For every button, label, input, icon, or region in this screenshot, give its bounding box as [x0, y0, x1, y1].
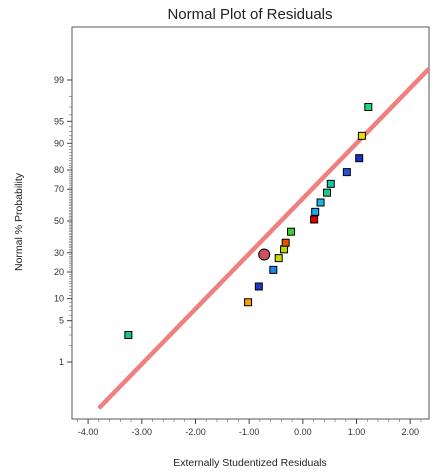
y-tick-label: 99 — [54, 75, 64, 85]
data-point[interactable] — [254, 282, 263, 291]
plot-area-frame — [71, 26, 430, 420]
data-point[interactable] — [287, 227, 296, 236]
y-tick-label: 95 — [54, 116, 64, 126]
x-tick-label: -1.00 — [239, 427, 260, 437]
y-tick-label: 1 — [59, 357, 64, 367]
x-axis: -4.00 -3.00 -2.00 -1.00 0.00 1.00 2.00 — [77, 419, 422, 437]
data-point[interactable] — [274, 254, 283, 263]
data-point[interactable] — [244, 298, 253, 307]
y-tick-label: 80 — [54, 165, 64, 175]
y-tick-label: 10 — [54, 294, 64, 304]
x-tick-label: -2.00 — [185, 427, 206, 437]
y-axis-label: Normal % Probability — [13, 172, 25, 271]
y-tick-label: 5 — [59, 316, 64, 326]
x-tick-label: -4.00 — [78, 427, 99, 437]
x-tick-label: 0.00 — [294, 427, 312, 437]
y-tick-label: 90 — [54, 138, 64, 148]
data-point[interactable] — [364, 103, 373, 112]
highlighted-point[interactable] — [258, 248, 271, 261]
data-point[interactable] — [355, 154, 364, 163]
y-axis: 1 5 10 20 30 50 70 80 90 95 99 — [54, 75, 72, 367]
data-point[interactable] — [316, 198, 325, 207]
data-point[interactable] — [342, 168, 351, 177]
data-point[interactable] — [311, 207, 320, 216]
chart-title: Normal Plot of Residuals — [167, 6, 332, 23]
x-tick-label: 1.00 — [348, 427, 366, 437]
data-point[interactable] — [124, 330, 133, 339]
data-point[interactable] — [323, 188, 331, 197]
x-tick-label: -3.00 — [132, 427, 153, 437]
data-points — [124, 103, 373, 339]
x-axis-label: Externally Studentized Residuals — [173, 457, 327, 469]
y-tick-label: 70 — [54, 184, 64, 194]
data-point[interactable] — [269, 265, 278, 274]
data-point[interactable] — [280, 245, 289, 254]
y-tick-label: 20 — [54, 267, 64, 277]
fit-line — [97, 67, 429, 410]
data-point[interactable] — [281, 238, 290, 247]
x-tick-label: 2.00 — [401, 427, 419, 437]
data-point[interactable] — [310, 215, 319, 224]
y-tick-label: 50 — [54, 216, 64, 226]
data-point[interactable] — [326, 179, 335, 188]
y-tick-label: 30 — [54, 248, 64, 258]
data-point[interactable] — [357, 131, 366, 140]
